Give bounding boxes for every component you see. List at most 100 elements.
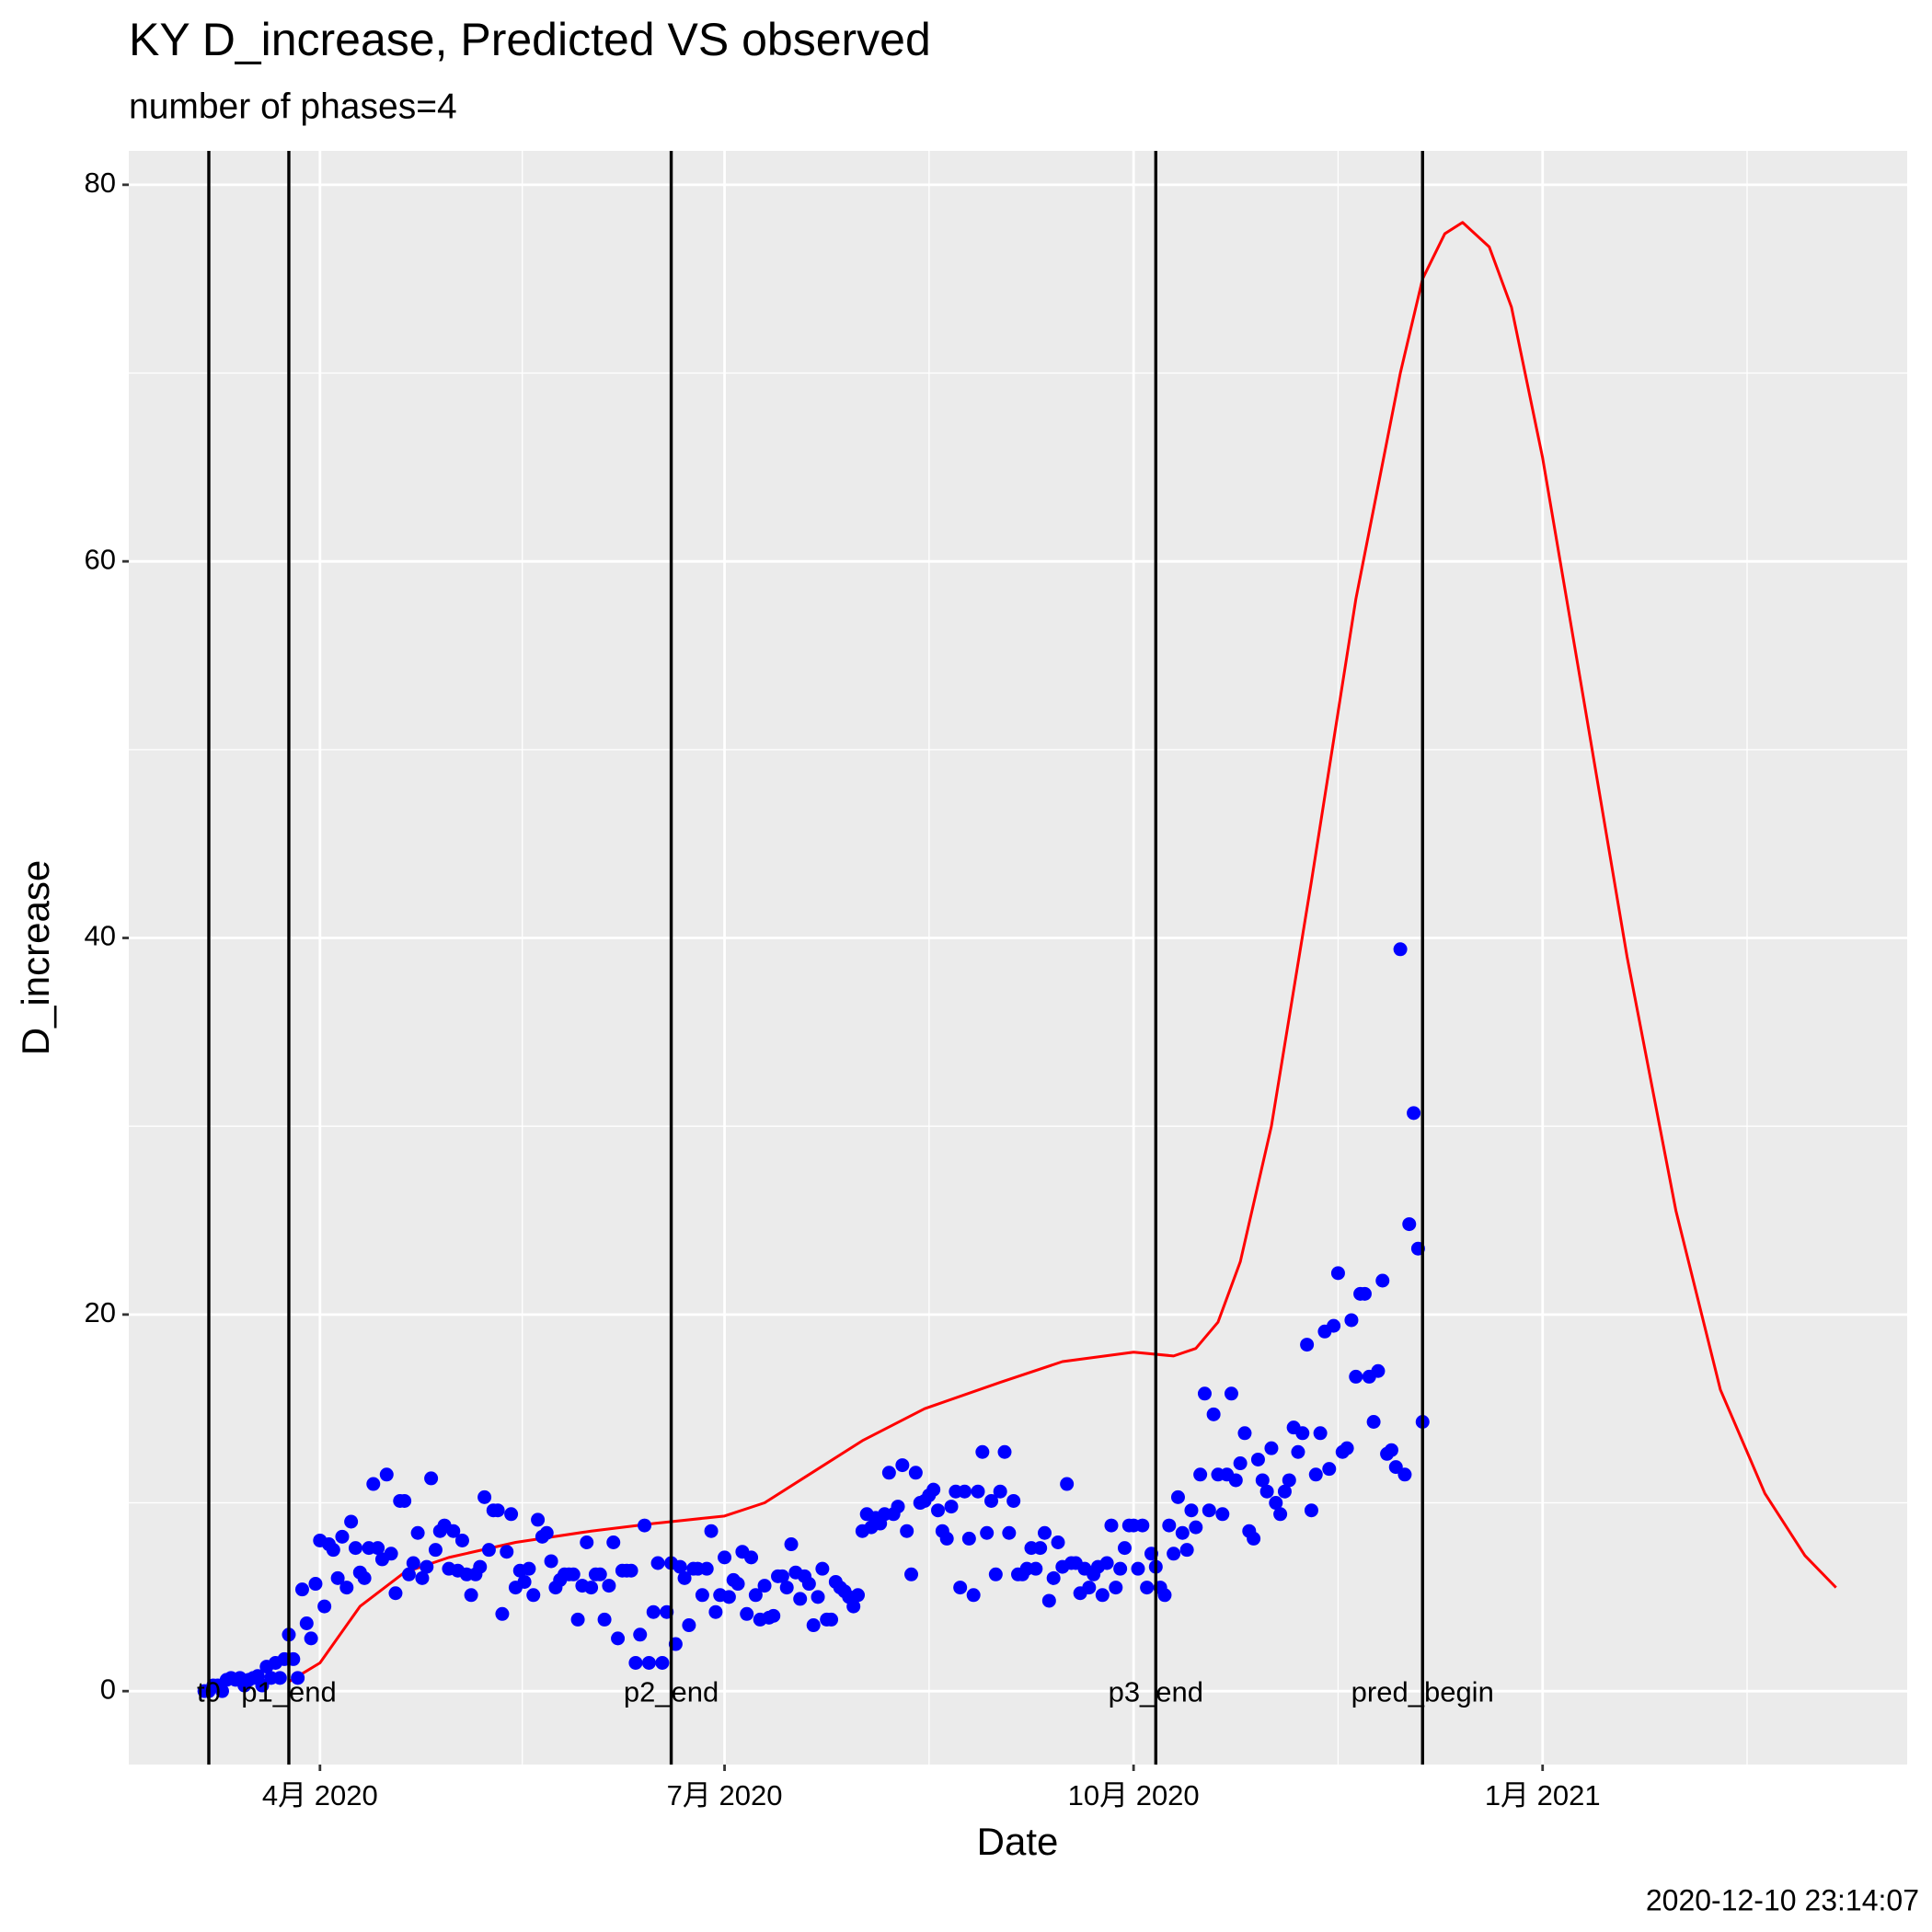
data-point	[1046, 1570, 1061, 1585]
data-point	[401, 1567, 416, 1581]
data-point	[330, 1570, 345, 1585]
data-point	[344, 1514, 359, 1529]
data-point	[500, 1545, 514, 1559]
data-point	[718, 1550, 732, 1565]
data-point	[971, 1484, 985, 1499]
data-point	[744, 1550, 759, 1565]
plot-panel	[129, 151, 1907, 1765]
data-point	[1277, 1484, 1292, 1499]
data-point	[1295, 1426, 1310, 1441]
data-point	[384, 1547, 398, 1561]
data-point	[784, 1537, 799, 1552]
data-point	[730, 1577, 745, 1592]
data-point	[1407, 1106, 1421, 1121]
data-point	[1117, 1541, 1132, 1556]
data-point	[357, 1570, 372, 1585]
prediction-line	[288, 221, 1837, 1684]
data-point	[308, 1577, 323, 1592]
data-point	[975, 1444, 990, 1459]
data-point	[1330, 1266, 1345, 1281]
data-point	[566, 1567, 581, 1581]
data-point	[757, 1579, 772, 1593]
data-point	[526, 1588, 541, 1603]
data-point	[1300, 1338, 1315, 1352]
chart-subtitle: number of phases=4	[129, 86, 457, 126]
data-point	[984, 1493, 999, 1508]
x-tick-label: 10月 2020	[1068, 1779, 1200, 1811]
data-point	[851, 1588, 866, 1603]
caption: 2020-12-10 23:14:07	[1646, 1883, 1919, 1916]
data-point	[1308, 1467, 1323, 1482]
data-point	[299, 1616, 314, 1630]
data-point	[881, 1466, 896, 1480]
data-point	[944, 1500, 959, 1514]
phase-label: p3_end	[1109, 1675, 1203, 1708]
data-point	[1197, 1386, 1212, 1401]
data-point	[454, 1533, 469, 1547]
data-point	[997, 1444, 1012, 1459]
y-tick-label: 40	[85, 920, 116, 952]
data-point	[424, 1471, 439, 1486]
data-point	[958, 1484, 972, 1499]
data-point	[895, 1458, 910, 1473]
data-point	[1006, 1493, 1021, 1508]
data-point	[766, 1608, 781, 1623]
data-point	[371, 1541, 385, 1556]
data-point	[775, 1569, 789, 1583]
data-point	[531, 1512, 546, 1527]
phase-label: p2_end	[624, 1675, 719, 1708]
data-point	[1095, 1588, 1110, 1603]
data-point	[539, 1525, 554, 1540]
data-point	[1224, 1386, 1238, 1401]
data-point	[1157, 1588, 1172, 1603]
data-point	[473, 1559, 488, 1574]
data-point	[1135, 1518, 1150, 1533]
data-point	[673, 1559, 687, 1574]
data-point	[1051, 1535, 1065, 1549]
data-point	[294, 1582, 309, 1597]
data-point	[1273, 1507, 1288, 1522]
data-point	[1291, 1444, 1305, 1459]
data-point	[695, 1588, 709, 1603]
data-point	[477, 1489, 492, 1504]
data-point	[708, 1604, 723, 1619]
y-tick-label: 60	[85, 543, 116, 575]
y-tick-label: 0	[100, 1673, 116, 1705]
data-point	[1393, 942, 1408, 957]
data-point	[1206, 1407, 1221, 1421]
phase-label: t0	[197, 1675, 221, 1708]
chart-title: KY D_increase, Predicted VS observed	[129, 14, 931, 65]
data-point	[597, 1612, 612, 1627]
data-point	[570, 1612, 585, 1627]
data-point	[1041, 1593, 1056, 1608]
data-point	[891, 1500, 905, 1514]
data-point	[1402, 1217, 1417, 1232]
y-tick-label: 80	[85, 167, 116, 199]
data-point	[1255, 1473, 1270, 1488]
data-point	[908, 1466, 923, 1480]
data-point	[824, 1612, 839, 1627]
data-point	[397, 1493, 412, 1508]
data-point	[584, 1581, 599, 1595]
data-point	[993, 1484, 1007, 1499]
data-point	[966, 1588, 981, 1603]
data-point	[721, 1590, 736, 1604]
data-point	[1397, 1467, 1412, 1482]
data-point	[1167, 1547, 1181, 1561]
data-point	[641, 1655, 656, 1670]
data-point	[388, 1586, 403, 1601]
data-point	[1193, 1467, 1208, 1482]
data-point	[504, 1507, 519, 1522]
data-point	[464, 1588, 478, 1603]
data-point	[522, 1561, 536, 1576]
data-point	[677, 1570, 692, 1585]
data-point	[793, 1592, 808, 1606]
data-point	[1002, 1525, 1017, 1540]
data-point	[846, 1599, 861, 1614]
data-point	[335, 1529, 350, 1544]
data-point	[1375, 1273, 1390, 1288]
data-point	[304, 1631, 318, 1646]
data-point	[806, 1618, 821, 1633]
x-tick-label: 1月 2021	[1485, 1779, 1601, 1811]
